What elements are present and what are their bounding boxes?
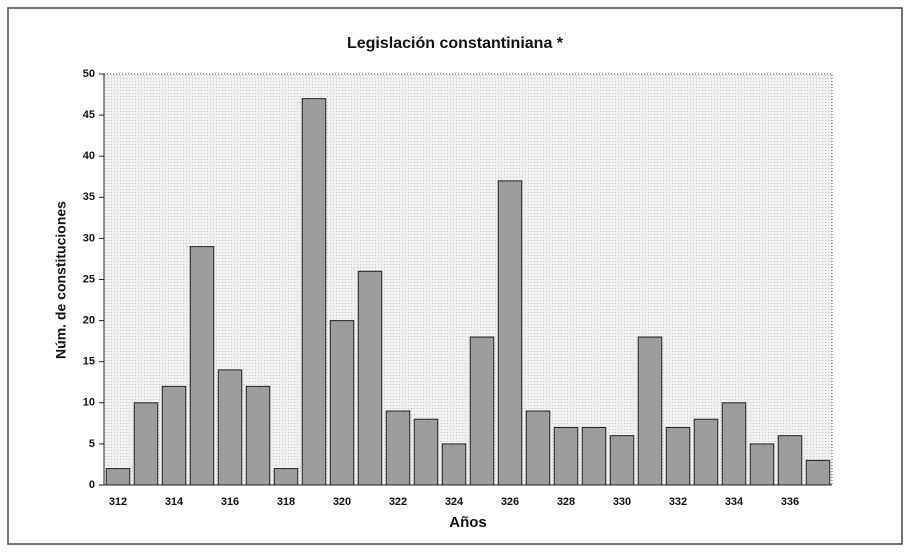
bar (777, 435, 803, 486)
y-tick-label: 15 (83, 356, 95, 368)
bar (413, 418, 439, 486)
bar (497, 180, 523, 486)
chart-title: Legislación constantiniana * (347, 35, 564, 52)
bar (105, 468, 131, 486)
bar (273, 468, 299, 486)
x-tick-label: 330 (613, 496, 631, 508)
bar (329, 320, 355, 486)
x-tick-label: 316 (221, 496, 239, 508)
x-tick-label: 332 (669, 496, 687, 508)
bar (721, 402, 747, 486)
y-tick-label: 10 (83, 397, 95, 409)
bar (301, 98, 327, 486)
x-axis-label: Años (449, 514, 487, 531)
x-tick-label: 328 (557, 496, 575, 508)
y-tick-label: 30 (83, 232, 95, 244)
bar (469, 336, 495, 486)
x-tick-label: 322 (389, 496, 407, 508)
y-tick-label: 50 (83, 68, 95, 80)
x-tick-label: 326 (501, 496, 519, 508)
y-tick-label: 5 (89, 438, 95, 450)
bar (441, 443, 467, 486)
bar (161, 385, 187, 486)
bar (665, 426, 691, 486)
x-tick-label: 320 (333, 496, 351, 508)
bar (693, 418, 719, 486)
bar (637, 336, 663, 486)
y-tick-label: 45 (83, 109, 95, 121)
bar (133, 402, 159, 486)
bar (581, 426, 607, 486)
bar (385, 410, 411, 486)
y-tick-label: 35 (83, 191, 95, 203)
bar (245, 385, 271, 486)
bar (749, 443, 775, 486)
bar (805, 459, 831, 486)
bar (553, 426, 579, 486)
y-tick-label: 40 (83, 150, 95, 162)
bar (189, 246, 215, 486)
y-axis-label: Núm. de constituciones (53, 201, 69, 359)
y-tick-label: 0 (89, 479, 95, 491)
y-tick-label: 25 (83, 273, 95, 285)
x-tick-label: 314 (165, 496, 184, 508)
bar (609, 435, 635, 486)
bar (217, 369, 243, 486)
x-tick-label: 334 (725, 496, 744, 508)
y-tick-label: 20 (83, 315, 95, 327)
x-tick-label: 312 (109, 496, 127, 508)
x-tick-label: 318 (277, 496, 295, 508)
x-tick-label: 324 (445, 496, 464, 508)
x-tick-label: 336 (781, 496, 799, 508)
bar (525, 410, 551, 486)
bar (357, 270, 383, 486)
